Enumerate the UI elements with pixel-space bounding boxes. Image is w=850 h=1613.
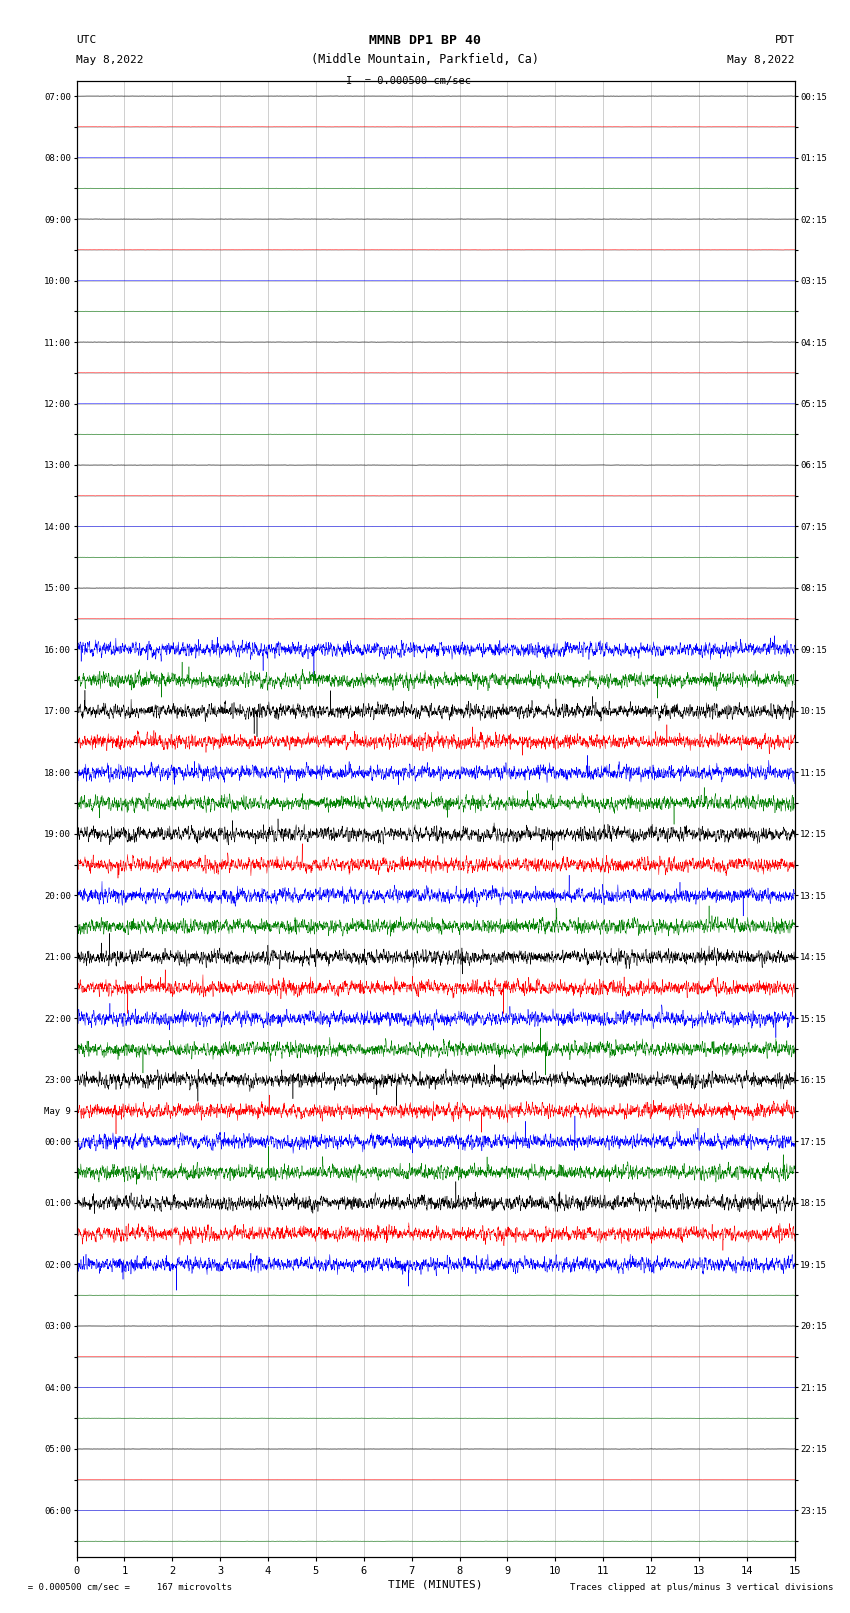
Text: = 0.000500 cm/sec =     167 microvolts: = 0.000500 cm/sec = 167 microvolts [17,1582,232,1592]
Text: Traces clipped at plus/minus 3 vertical divisions: Traces clipped at plus/minus 3 vertical … [570,1582,833,1592]
Text: UTC: UTC [76,35,97,45]
Text: May 8,2022: May 8,2022 [728,55,795,65]
Text: I  = 0.000500 cm/sec: I = 0.000500 cm/sec [345,76,471,85]
X-axis label: TIME (MINUTES): TIME (MINUTES) [388,1579,483,1590]
Text: May 8,2022: May 8,2022 [76,55,144,65]
Text: PDT: PDT [774,35,795,45]
Text: (Middle Mountain, Parkfield, Ca): (Middle Mountain, Parkfield, Ca) [311,53,539,66]
Text: MMNB DP1 BP 40: MMNB DP1 BP 40 [369,34,481,47]
